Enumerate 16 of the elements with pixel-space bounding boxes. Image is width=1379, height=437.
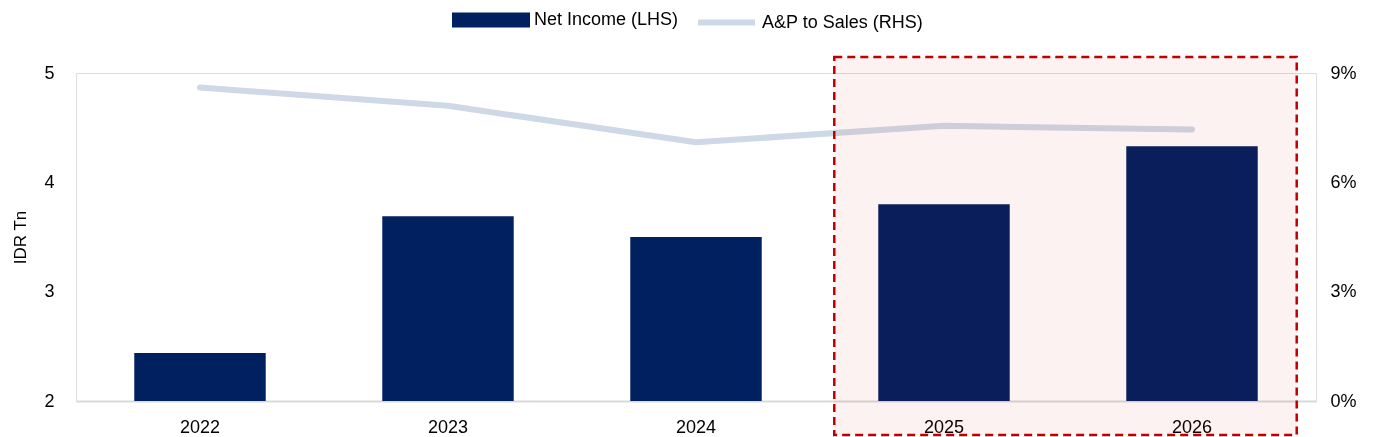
y2-tick-label: 0% [1330,390,1357,411]
legend-label: A&P to Sales (RHS) [762,11,923,32]
y-tick-label: 5 [44,62,55,83]
x-tick-label: 2025 [923,416,965,437]
x-tick-label: 2024 [675,416,717,437]
y-tick-label: 4 [44,171,55,192]
y2-tick-label: 6% [1330,171,1357,192]
y2-tick-label: 3% [1330,281,1357,302]
x-tick-label: 2022 [179,416,221,437]
x-tick-label: 2026 [1171,416,1213,437]
y-tick-label: 3 [44,281,55,302]
y2-tick-label: 9% [1330,62,1357,83]
x-tick-label: 2023 [427,416,469,437]
y-tick-label: 2 [44,390,55,411]
y-axis-title: IDR Tn [11,210,31,265]
legend-label: Net Income (LHS) [534,9,679,29]
